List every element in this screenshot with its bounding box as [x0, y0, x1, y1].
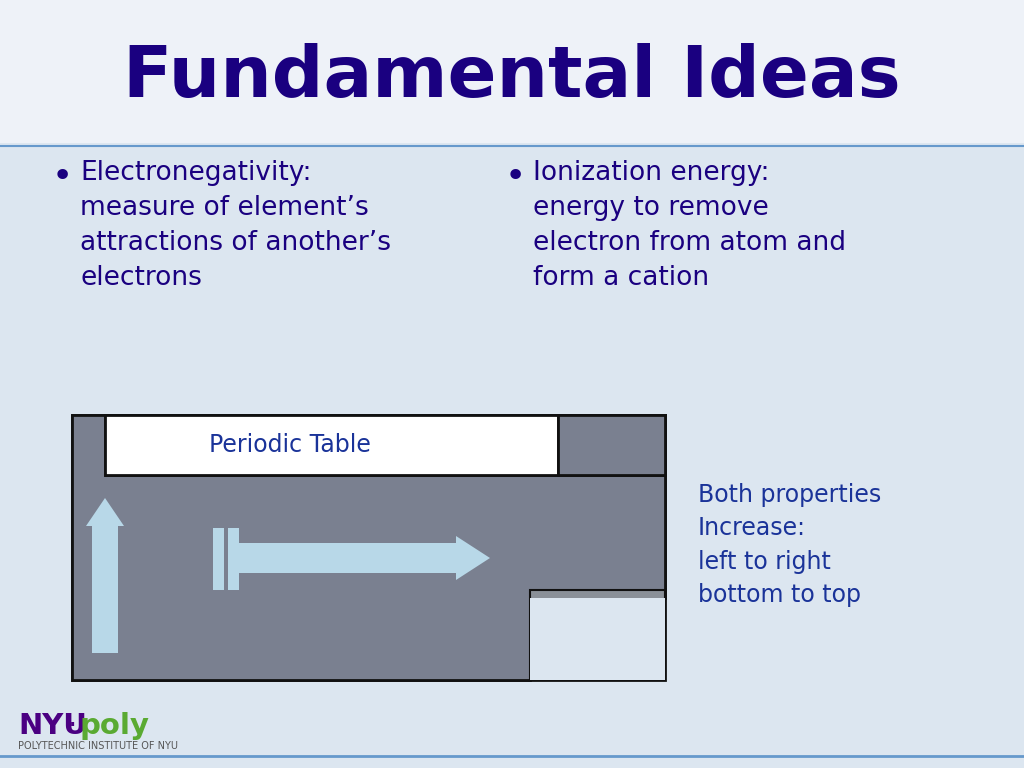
- Text: ·: ·: [68, 712, 77, 740]
- Text: Both properties: Both properties: [698, 483, 882, 507]
- Text: •: •: [505, 160, 526, 194]
- FancyBboxPatch shape: [0, 0, 1024, 143]
- Text: left to right: left to right: [698, 550, 830, 574]
- Polygon shape: [72, 415, 665, 680]
- Text: Electronegativity:
measure of element’s
attractions of another’s
electrons: Electronegativity: measure of element’s …: [80, 160, 391, 291]
- Text: NYU: NYU: [18, 712, 87, 740]
- Text: Periodic Table: Periodic Table: [209, 433, 371, 457]
- FancyBboxPatch shape: [558, 415, 665, 475]
- Text: •: •: [52, 160, 74, 194]
- Text: bottom to top: bottom to top: [698, 583, 861, 607]
- FancyBboxPatch shape: [105, 415, 558, 475]
- FancyArrow shape: [86, 498, 124, 653]
- FancyBboxPatch shape: [105, 415, 558, 475]
- Text: POLYTECHNIC INSTITUTE OF NYU: POLYTECHNIC INSTITUTE OF NYU: [18, 741, 178, 751]
- FancyBboxPatch shape: [530, 590, 665, 680]
- FancyBboxPatch shape: [228, 528, 239, 590]
- FancyBboxPatch shape: [530, 598, 665, 680]
- Text: Increase:: Increase:: [698, 516, 806, 540]
- FancyBboxPatch shape: [213, 528, 224, 590]
- Text: Ionization energy:
energy to remove
electron from atom and
form a cation: Ionization energy: energy to remove elec…: [534, 160, 846, 291]
- Text: poly: poly: [80, 712, 150, 740]
- Text: Fundamental Ideas: Fundamental Ideas: [123, 44, 901, 112]
- FancyBboxPatch shape: [558, 415, 665, 475]
- FancyBboxPatch shape: [72, 415, 665, 680]
- FancyArrow shape: [234, 536, 490, 580]
